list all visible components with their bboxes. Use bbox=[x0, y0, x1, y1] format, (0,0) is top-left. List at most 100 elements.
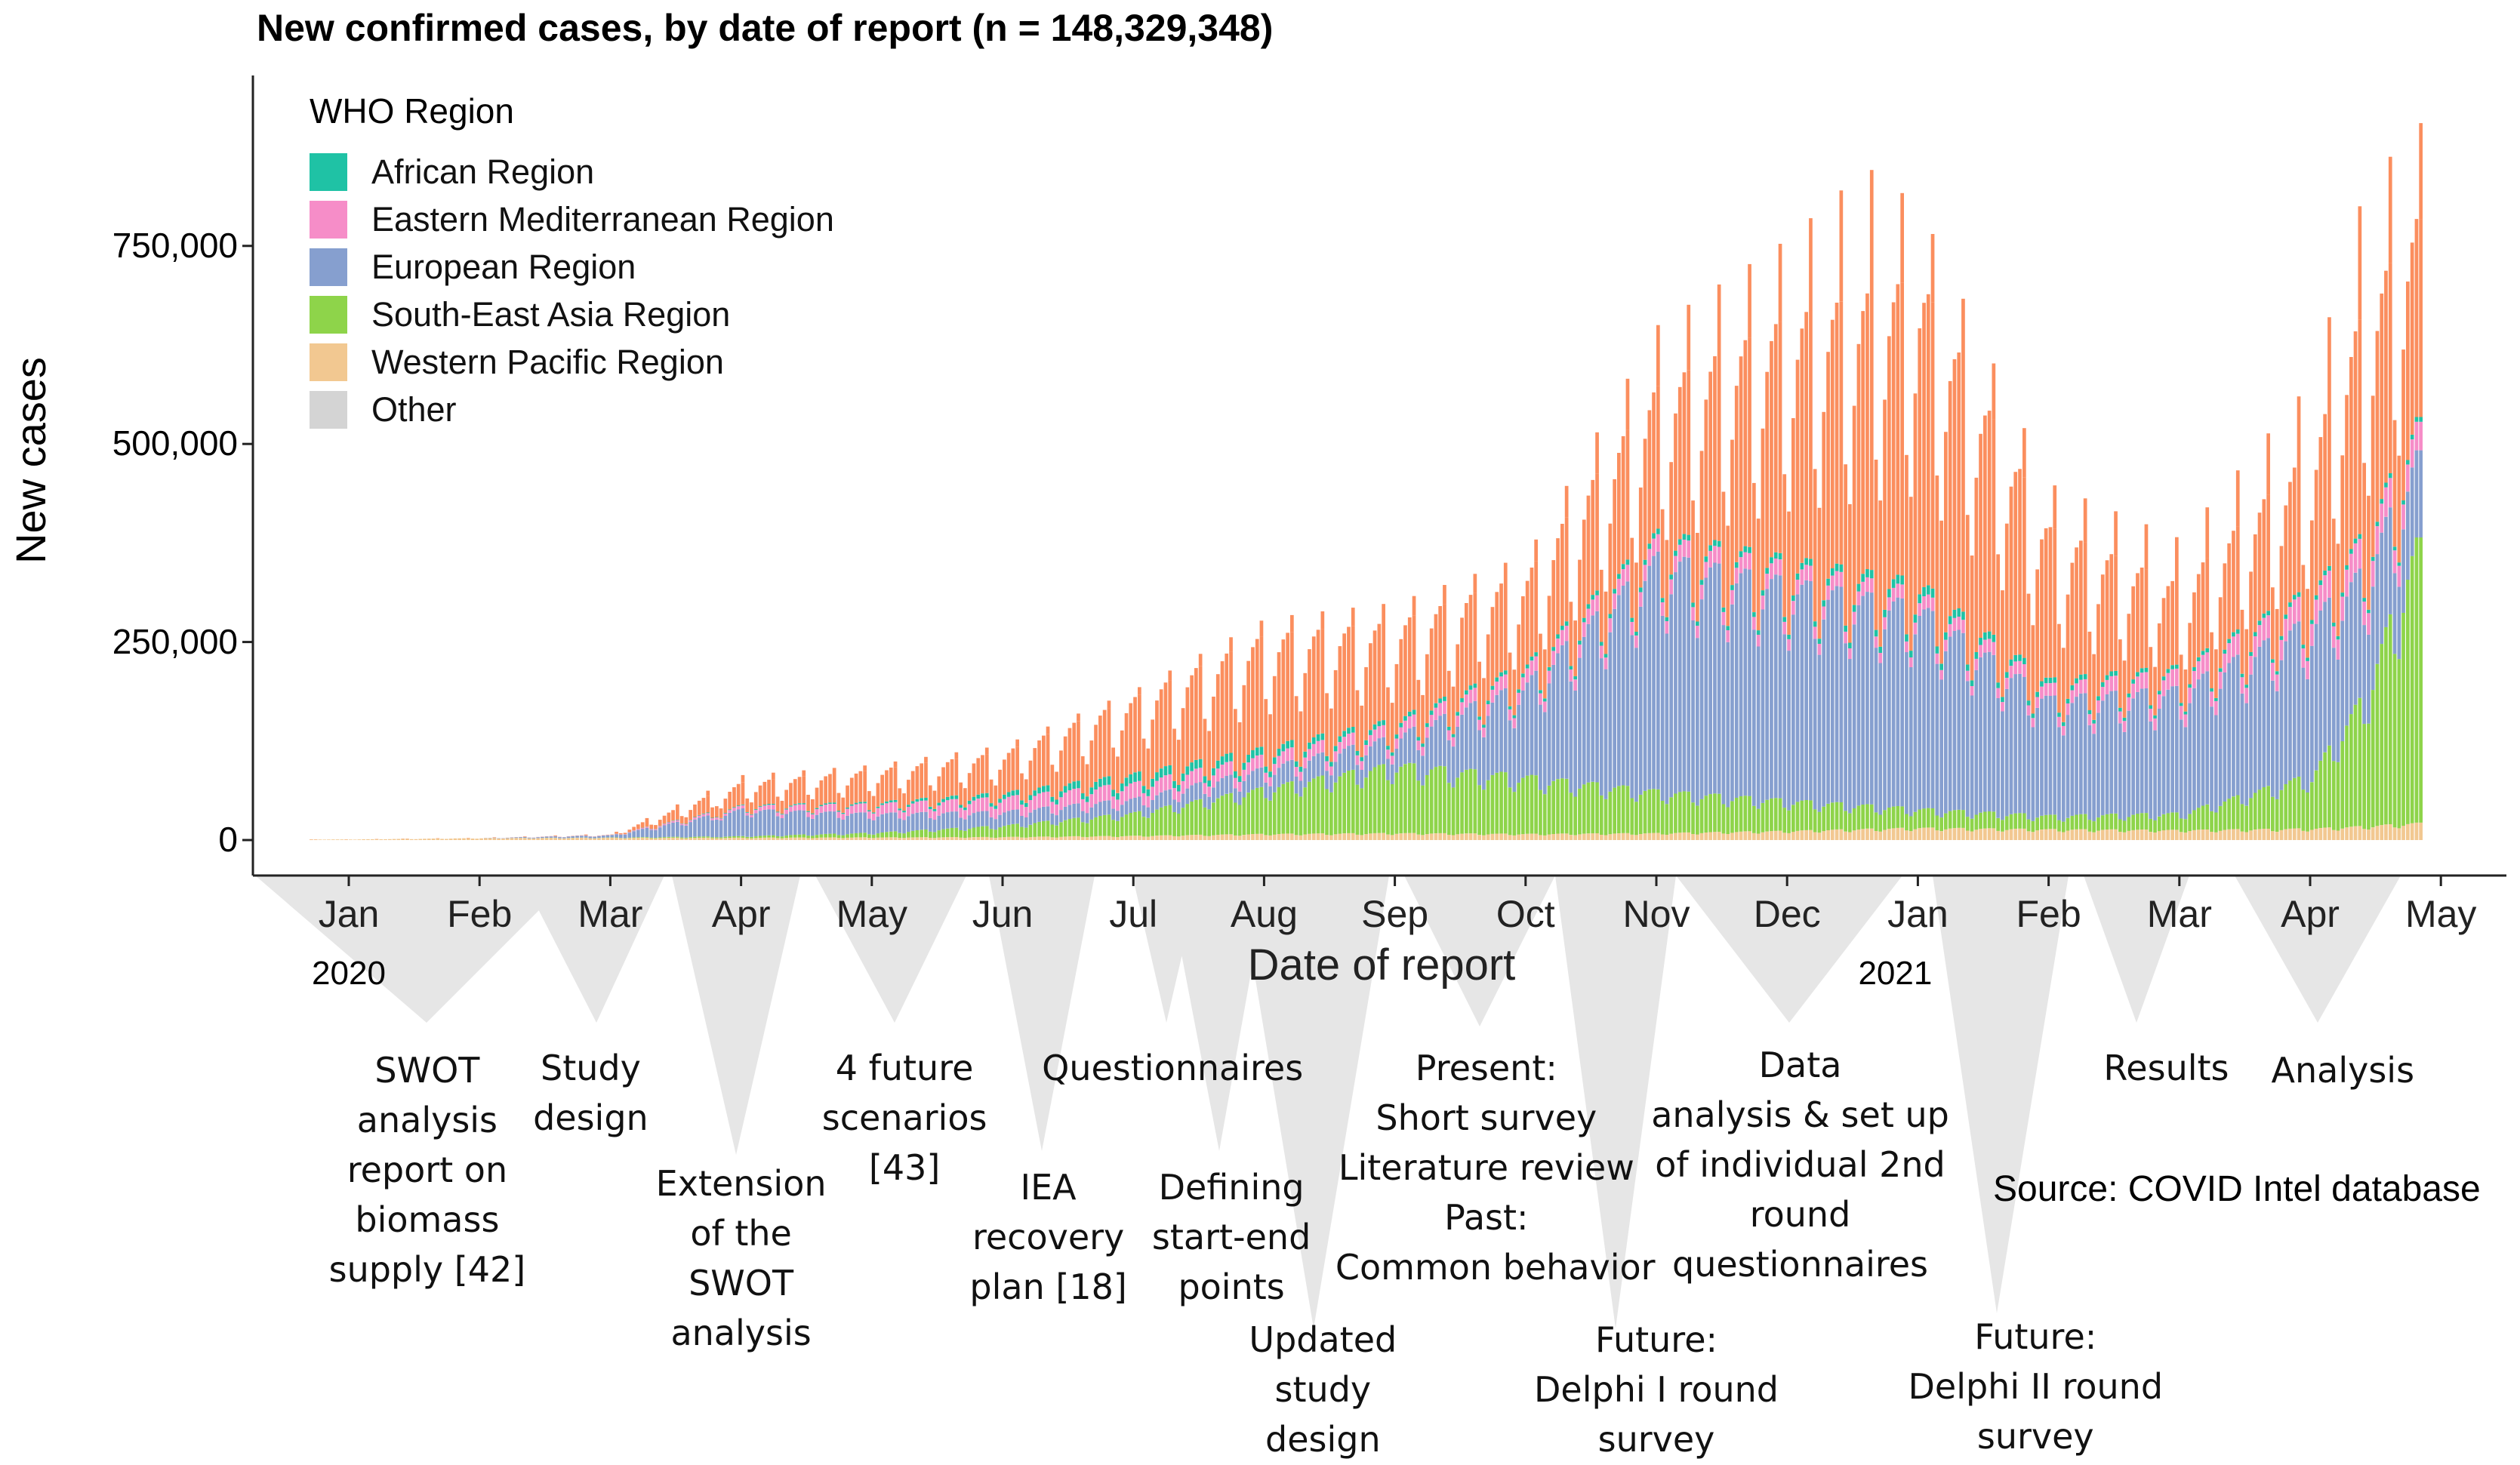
bar-segment bbox=[697, 836, 701, 838]
bar-segment bbox=[836, 793, 841, 811]
bar-segment bbox=[963, 830, 967, 839]
bar-segment bbox=[1399, 738, 1403, 767]
bar-segment bbox=[2179, 719, 2183, 819]
bar-segment bbox=[2327, 571, 2331, 598]
bar-segment bbox=[1412, 726, 1416, 764]
bar-peak bbox=[2327, 317, 2331, 402]
bar-segment bbox=[863, 837, 867, 840]
bar-segment bbox=[984, 811, 989, 826]
bar-segment bbox=[1443, 833, 1446, 840]
bar-segment bbox=[1220, 777, 1225, 796]
bar-segment bbox=[1773, 574, 1778, 799]
bar-segment bbox=[1141, 817, 1146, 837]
bar-segment bbox=[1229, 753, 1233, 762]
bar-segment bbox=[2345, 725, 2349, 828]
bar-segment bbox=[2048, 829, 2053, 840]
bar-segment bbox=[2257, 620, 2262, 626]
bar-segment bbox=[1918, 594, 1922, 604]
bar-segment bbox=[928, 831, 932, 838]
bar-segment bbox=[2262, 829, 2266, 840]
bar-segment bbox=[1207, 731, 1211, 781]
bar-segment bbox=[1677, 544, 1682, 562]
bar-segment bbox=[1320, 752, 1325, 776]
bar-segment bbox=[1791, 601, 1795, 615]
bar-segment bbox=[1795, 594, 1800, 802]
bar-segment bbox=[1944, 829, 1948, 840]
bar-segment bbox=[1347, 626, 1351, 728]
bar-peak bbox=[1656, 325, 1660, 386]
bar-segment bbox=[2048, 696, 2053, 815]
bar-segment bbox=[2392, 827, 2397, 840]
bar-segment bbox=[1320, 775, 1325, 834]
bar-segment bbox=[2166, 829, 2170, 840]
bar-segment bbox=[732, 807, 736, 808]
bar-segment bbox=[1530, 656, 1534, 661]
bar-segment bbox=[1569, 669, 1573, 682]
bar-segment bbox=[1482, 678, 1486, 725]
bar-segment bbox=[1303, 834, 1308, 840]
bar-peak bbox=[2266, 433, 2270, 495]
bar-segment bbox=[967, 800, 972, 805]
bar-segment bbox=[1830, 568, 1835, 576]
bar-segment bbox=[2009, 678, 2013, 814]
bar-segment bbox=[1434, 614, 1438, 703]
legend-swatch bbox=[310, 200, 347, 239]
bar-segment bbox=[907, 816, 910, 833]
bar-segment bbox=[1782, 474, 1787, 617]
bar-segment bbox=[920, 811, 923, 830]
bar-segment bbox=[1003, 837, 1006, 840]
bar-segment bbox=[310, 839, 313, 840]
bar-segment bbox=[1138, 811, 1141, 836]
bar-segment bbox=[1547, 834, 1551, 840]
bar-segment bbox=[1983, 828, 1987, 840]
bar-segment bbox=[1817, 639, 1822, 644]
bar-segment bbox=[1844, 643, 1847, 811]
bar-segment bbox=[706, 813, 710, 816]
bar-segment bbox=[2218, 830, 2223, 840]
bar-segment bbox=[2392, 573, 2397, 654]
bar-segment bbox=[1443, 700, 1446, 714]
bar-segment bbox=[1259, 636, 1264, 747]
bar-segment bbox=[2026, 705, 2031, 716]
bar-segment bbox=[767, 805, 771, 810]
bar-peak bbox=[676, 804, 679, 808]
bar-segment bbox=[1804, 829, 1808, 840]
bar-segment bbox=[541, 836, 544, 839]
bar-segment bbox=[2375, 522, 2380, 527]
bar-segment bbox=[1652, 392, 1656, 534]
bar-segment bbox=[1717, 563, 1721, 794]
bar-segment bbox=[1643, 833, 1647, 840]
bar-segment bbox=[1490, 685, 1495, 690]
bar-segment bbox=[2288, 630, 2292, 781]
bar-segment bbox=[1255, 756, 1259, 769]
bar-segment bbox=[719, 817, 723, 819]
bar-segment bbox=[1865, 804, 1869, 829]
bar-segment bbox=[318, 839, 322, 840]
bar-segment bbox=[828, 837, 832, 840]
bar-segment bbox=[1077, 817, 1080, 836]
bar-segment bbox=[640, 829, 645, 838]
bar-segment bbox=[1603, 657, 1608, 669]
bar-segment bbox=[392, 839, 396, 840]
bar-segment bbox=[745, 798, 750, 812]
bar-segment bbox=[1486, 716, 1490, 780]
bar-segment bbox=[1468, 595, 1473, 686]
bar-segment bbox=[2336, 830, 2340, 840]
bar-segment bbox=[2066, 817, 2070, 831]
bar-segment bbox=[1443, 713, 1446, 767]
bar-segment bbox=[1852, 808, 1856, 831]
bar-peak bbox=[1809, 218, 1813, 311]
bar-segment bbox=[932, 832, 937, 839]
bar-segment bbox=[571, 838, 575, 840]
bar-segment bbox=[1979, 829, 1982, 840]
bar-segment bbox=[553, 838, 557, 840]
bar-segment bbox=[1926, 827, 1930, 840]
bar-segment bbox=[2262, 499, 2266, 614]
bar-segment bbox=[1225, 834, 1229, 840]
bar-segment bbox=[2414, 421, 2419, 451]
bar-segment bbox=[1377, 833, 1382, 840]
bar-segment bbox=[2166, 669, 2170, 673]
bar-segment bbox=[1573, 679, 1577, 691]
bar-segment bbox=[1944, 632, 1948, 640]
annotation: Present: Short survey Literature review … bbox=[1335, 1048, 1656, 1288]
